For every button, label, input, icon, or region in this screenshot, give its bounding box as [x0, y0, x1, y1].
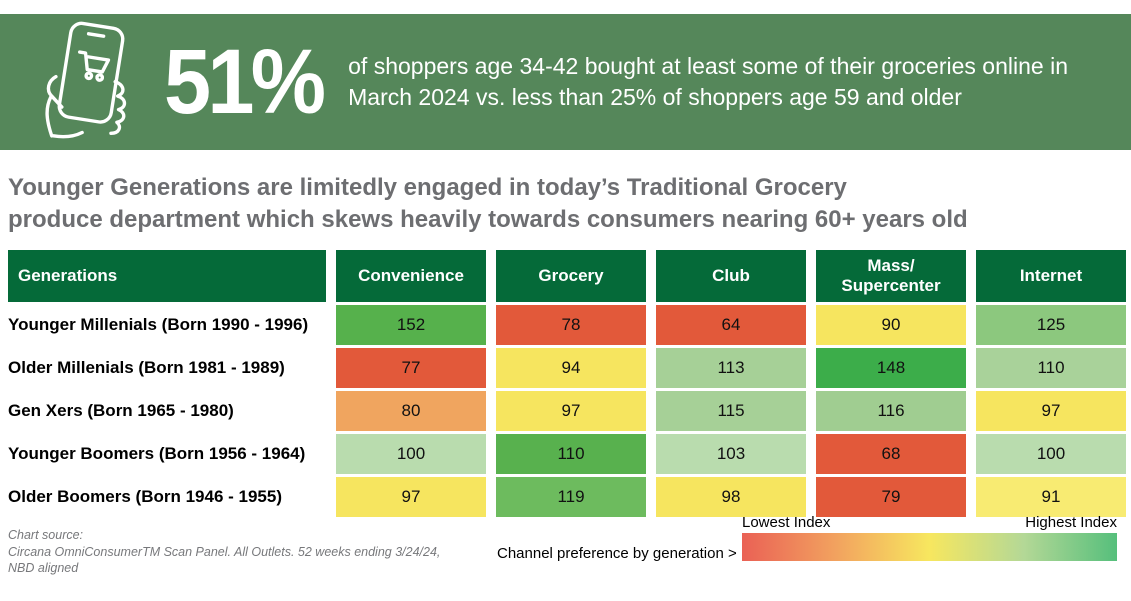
heatmap-cell: 80: [336, 391, 486, 431]
heatmap-cell: 98: [656, 477, 806, 517]
heatmap-cell: 64: [656, 305, 806, 345]
heatmap-cell: 115: [656, 391, 806, 431]
heatmap-cell: 79: [816, 477, 966, 517]
heatmap-cell: 77: [336, 348, 486, 388]
legend-gradient-bar: [742, 533, 1117, 561]
chart-source-line3: NBD aligned: [8, 561, 79, 575]
heatmap-cell: 97: [336, 477, 486, 517]
row-label: Older Boomers (Born 1946 - 1955): [8, 487, 282, 506]
column-header-generations: Generations: [8, 250, 326, 302]
legend-highest-label: Highest Index: [1025, 514, 1117, 531]
column-header-internet: Internet: [976, 250, 1126, 302]
heatmap-cell: 90: [816, 305, 966, 345]
chart-source-label: Chart source:: [8, 528, 84, 542]
page-title-line1: Younger Generations are limitedly engage…: [8, 174, 847, 201]
row-label: Older Millenials (Born 1981 - 1989): [8, 358, 285, 377]
heatmap-cell: 113: [656, 348, 806, 388]
heatmap-cell: 100: [336, 434, 486, 474]
heatmap-cell: 110: [976, 348, 1126, 388]
heatmap-cell: 110: [496, 434, 646, 474]
page-title: Younger Generations are limitedly engage…: [8, 172, 968, 235]
chart-source-note: Chart source: Circana OmniConsumerTM Sca…: [8, 527, 440, 577]
heatmap-cell: 97: [496, 391, 646, 431]
heatmap-cell: 125: [976, 305, 1126, 345]
heatmap-cell: 97: [976, 391, 1126, 431]
top-stat-banner: 51% of shoppers age 34-42 bought at leas…: [0, 14, 1131, 150]
column-header-grocery: Grocery: [496, 250, 646, 302]
heatmap-cell: 78: [496, 305, 646, 345]
hand-phone-shopping-cart-icon: [28, 18, 138, 147]
legend-lowest-label: Lowest Index: [742, 514, 831, 531]
heatmap-cell: 91: [976, 477, 1126, 517]
heatmap-cell: 103: [656, 434, 806, 474]
heatmap-cell: 152: [336, 305, 486, 345]
heatmap-cell: 119: [496, 477, 646, 517]
heatmap-cell: 116: [816, 391, 966, 431]
column-header-club: Club: [656, 250, 806, 302]
row-label: Younger Millenials (Born 1990 - 1996): [8, 315, 309, 334]
chart-source-line2: Circana OmniConsumerTM Scan Panel. All O…: [8, 544, 441, 559]
stat-description: of shoppers age 34-42 bought at least so…: [348, 52, 1068, 110]
column-header-convenience: Convenience: [336, 250, 486, 302]
legend-caption: Channel preference by generation >: [497, 545, 737, 562]
heatmap-cell: 100: [976, 434, 1126, 474]
generation-channel-heatmap: Generations Convenience Grocery Club Mas…: [8, 250, 1126, 517]
row-label: Younger Boomers (Born 1956 - 1964): [8, 444, 306, 463]
row-label: Gen Xers (Born 1965 - 1980): [8, 401, 234, 420]
heatmap-cell: 94: [496, 348, 646, 388]
column-header-mass-supercenter: Mass/ Supercenter: [816, 250, 966, 302]
heatmap-cell: 68: [816, 434, 966, 474]
page-title-line2: produce department which skews heavily t…: [8, 205, 968, 233]
stat-value: 51%: [164, 31, 326, 133]
heatmap-cell: 148: [816, 348, 966, 388]
